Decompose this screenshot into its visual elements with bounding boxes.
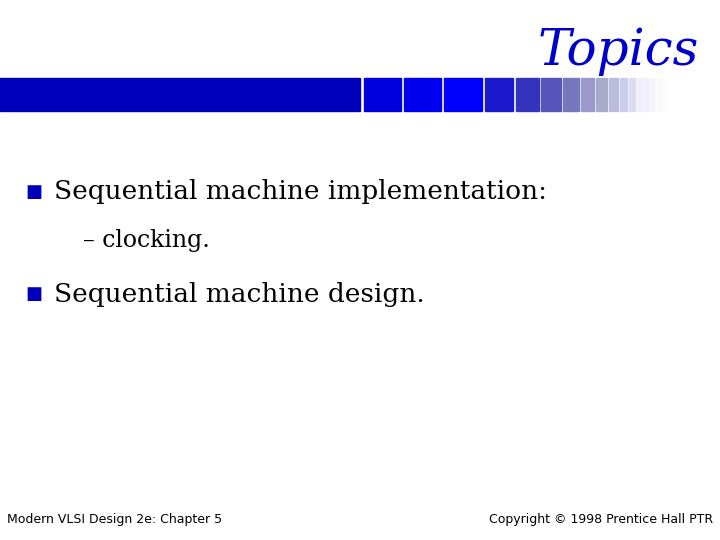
Text: Sequential machine implementation:: Sequential machine implementation: [54,179,547,204]
Bar [404,78,441,111]
Bar [364,78,401,111]
Text: – clocking.: – clocking. [83,229,210,252]
Text: ■: ■ [25,183,42,201]
Text: Sequential machine design.: Sequential machine design. [54,282,425,307]
Text: ■: ■ [25,285,42,303]
Bar [516,78,539,111]
Text: Modern VLSI Design 2e: Chapter 5: Modern VLSI Design 2e: Chapter 5 [7,514,222,526]
Bar [629,78,635,111]
Bar [581,78,594,111]
Bar [662,78,664,111]
Bar [620,78,627,111]
Bar [0,78,360,111]
Bar [563,78,579,111]
Bar [657,78,660,111]
Bar [651,78,654,111]
Bar [637,78,642,111]
Bar [485,78,513,111]
Bar [444,78,482,111]
Text: Copyright © 1998 Prentice Hall PTR: Copyright © 1998 Prentice Hall PTR [489,514,713,526]
Bar [666,78,667,111]
Bar [644,78,649,111]
Bar [541,78,561,111]
Text: Topics: Topics [537,27,698,77]
Bar [609,78,618,111]
Bar [596,78,607,111]
